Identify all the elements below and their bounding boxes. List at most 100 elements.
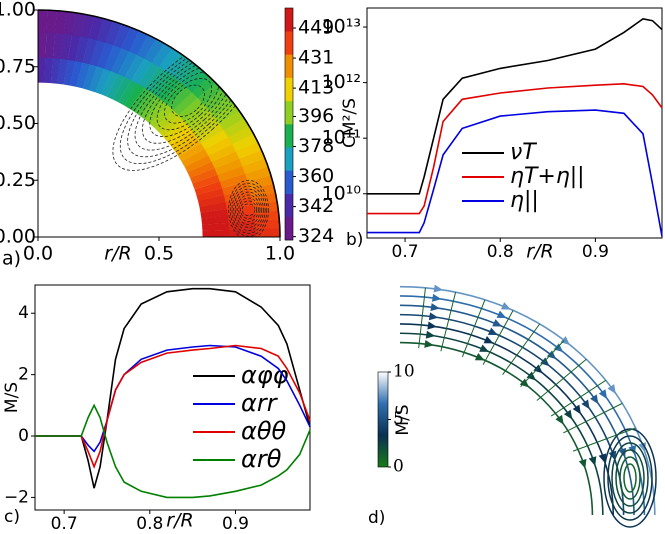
contour-cell: [88, 64, 105, 93]
y-tick-label: 0.75: [0, 55, 36, 77]
contour-line: [236, 194, 261, 225]
contour-cell: [139, 94, 164, 120]
streamline: [399, 341, 594, 516]
contour-cell: [249, 182, 280, 198]
legend-label: αθθ: [241, 417, 287, 445]
contour-cell: [63, 10, 77, 36]
contour-cell: [211, 150, 242, 169]
y-tick-label: 0.50: [0, 112, 36, 134]
stream-arrow: [618, 447, 627, 458]
contour-cell: [194, 180, 225, 196]
contour-cell: [242, 156, 273, 174]
legend-label: η||: [510, 188, 539, 213]
y-tick-label: −2: [4, 487, 29, 507]
contour-cell: [158, 113, 186, 137]
stream-loop: [607, 435, 653, 521]
contour-cell: [97, 14, 115, 43]
stream-arrow: [500, 302, 511, 310]
contour-cell: [96, 40, 115, 69]
x-tick-label: 1.0: [265, 243, 295, 265]
contour-cell: [167, 85, 194, 111]
contour-cell: [228, 220, 259, 230]
stream-arrow: [578, 458, 587, 469]
stream-arrow: [553, 343, 564, 353]
stream-radial: [550, 379, 607, 417]
contour-cell: [200, 128, 231, 150]
y-tick-label: 4: [18, 303, 29, 323]
x-axis-label: r/R: [104, 243, 131, 265]
contour-cell: [204, 135, 235, 156]
contour-cell: [76, 60, 91, 89]
streamline: [399, 332, 604, 516]
stream-arrow: [430, 303, 440, 312]
streamline: [399, 304, 635, 516]
contour-cell: [219, 173, 250, 189]
contour-cell: [200, 208, 231, 219]
contour-cell: [60, 31, 73, 60]
contour-cell: [94, 66, 113, 95]
contour-cell: [123, 82, 146, 109]
stream-arrow: [572, 404, 581, 415]
contour-cell: [44, 55, 54, 84]
contour-line: [233, 188, 264, 231]
contour-cell: [67, 32, 81, 62]
colorbar-tick-label: 396: [298, 105, 334, 127]
stream-arrow: [425, 330, 436, 339]
stream-arrow: [431, 293, 442, 302]
x-tick-label: 0.7: [51, 514, 78, 534]
colorbar-tick-label: 10: [393, 362, 415, 382]
contour-cell: [183, 102, 211, 126]
contour-cell: [222, 180, 253, 196]
stream-radial: [563, 402, 623, 434]
stream-arrow: [487, 327, 498, 335]
contour-cell: [199, 201, 230, 213]
stream-radial: [418, 287, 426, 349]
y-tick-label: 10¹⁰: [322, 182, 361, 204]
contour-cell: [38, 55, 46, 83]
contour-cell: [184, 154, 214, 173]
contour-cell: [173, 90, 200, 116]
colorbar-tick-label: 324: [298, 225, 334, 247]
contour-cell: [134, 90, 158, 116]
contour-cell: [198, 194, 228, 207]
colorbar-band: [285, 193, 293, 218]
contour-line: [240, 200, 258, 220]
contour-line: [228, 179, 269, 237]
stream-radial: [440, 292, 457, 352]
stream-loop: [619, 456, 641, 500]
contour-cell: [100, 69, 120, 97]
contour-cell: [167, 124, 195, 147]
y-tick-label: 0.00: [0, 226, 36, 248]
streamline: [399, 313, 625, 516]
x-tick-label: 0.9: [222, 514, 249, 534]
contour-cell: [54, 10, 67, 35]
contour-line: [234, 191, 263, 228]
x-tick-label: 0.5: [144, 243, 174, 265]
contour-cell: [196, 122, 226, 144]
x-tick-label: 0.0: [23, 243, 53, 265]
contour-cell: [178, 96, 206, 121]
stream-arrow: [560, 336, 570, 346]
contour-cell: [75, 34, 90, 63]
stream-radial: [482, 310, 514, 365]
contour-cell: [124, 52, 146, 81]
colorbar-band: [285, 216, 293, 241]
legend-label: αrθ: [241, 445, 282, 473]
colorbar-band: [285, 8, 293, 32]
y-tick-label: 1.00: [0, 0, 36, 21]
contour-line: [229, 182, 268, 237]
axis-frame: [34, 284, 311, 511]
colorbar-band: [285, 77, 293, 102]
colorbar-band: [285, 124, 293, 148]
stream-arrow: [427, 321, 437, 330]
contour-cell: [187, 160, 217, 178]
contour-cell: [214, 157, 245, 175]
contour-cell: [46, 10, 58, 34]
contour-line: [231, 185, 266, 234]
streamline: [399, 285, 656, 516]
colorbar-tick-label: 5: [393, 409, 404, 429]
stream-radial: [502, 323, 541, 375]
colorbar-tick-label: 342: [298, 195, 334, 217]
